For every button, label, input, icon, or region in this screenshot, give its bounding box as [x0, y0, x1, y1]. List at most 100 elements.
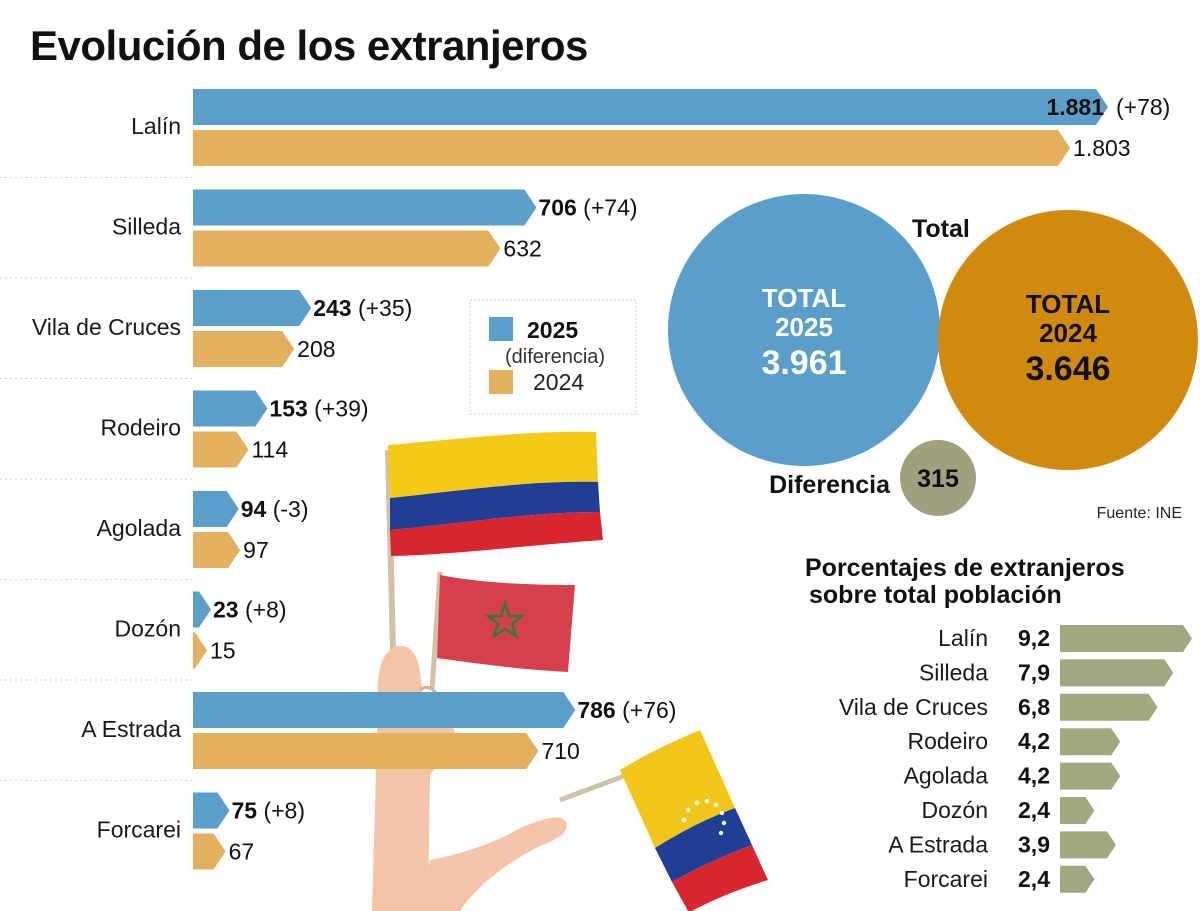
diff-label: (+76) [616, 697, 677, 723]
bar-2024 [193, 230, 501, 267]
pct-value-label: 6,8 [1018, 694, 1050, 720]
diff-label: (+35) [352, 295, 413, 321]
legend: 2025 (diferencia) 2024 [469, 299, 637, 415]
value-label-2024: 15 [210, 638, 236, 664]
category-label: Vila de Cruces [32, 314, 181, 340]
bar-2025 [193, 89, 1108, 125]
bar-2025 [193, 491, 239, 527]
value-label-2025: 1.881 [1046, 94, 1104, 120]
pct-bar [1060, 728, 1121, 756]
bar-2025 [193, 692, 576, 728]
category-label: Forcarei [97, 817, 181, 843]
diff-label: (+74) [577, 195, 638, 221]
difference-label: Diferencia [769, 471, 891, 499]
bar-2024 [193, 733, 539, 769]
total-2025-label-2: 2025 [775, 312, 833, 342]
value-2025: 23 [213, 597, 239, 623]
value-label-2024: 67 [229, 839, 255, 865]
pct-bar [1060, 865, 1095, 893]
category-label: A Estrada [81, 716, 181, 742]
pct-value-label: 9,2 [1018, 625, 1050, 651]
bar-2024 [193, 632, 207, 669]
pct-bar [1060, 797, 1095, 824]
legend-label-2024: 2024 [533, 369, 584, 395]
pct-chart-title-line-2: sobre total población [809, 581, 1062, 609]
category-label: Agolada [97, 515, 182, 541]
totals-panel: Total TOTAL 2025 3.961 TOTAL 2024 3.646 … [668, 194, 1198, 522]
bar-2025 [193, 591, 211, 628]
value-label-2024: 1.803 [1073, 135, 1131, 161]
value-2025: 243 [313, 295, 351, 321]
legend-swatch-2025 [489, 317, 513, 341]
difference-value: 315 [917, 465, 959, 493]
diff-label: (+39) [308, 396, 369, 422]
value-2025: 706 [538, 195, 576, 221]
value-label-2025: 706 (+74) [538, 195, 637, 221]
bar-2024 [193, 331, 295, 367]
pct-category-label: Forcarei [904, 866, 988, 892]
value-2025: 153 [269, 396, 307, 422]
pct-category-label: Agolada [904, 763, 989, 789]
value-label-2025: 786 (+76) [577, 697, 676, 723]
total-2024-label-2: 2024 [1039, 318, 1097, 348]
colombia-flag-icon [388, 431, 603, 556]
pct-category-label: Silleda [919, 659, 988, 685]
venezuela-flag-icon [620, 730, 768, 911]
pct-category-label: A Estrada [888, 831, 988, 857]
totals-heading: Total [912, 215, 970, 243]
bar-2024 [193, 532, 241, 568]
total-2024-value: 3.646 [1025, 350, 1110, 388]
value-label-2025: 243 (+35) [313, 295, 412, 321]
bar-2025 [193, 792, 230, 829]
value-label-2025: 75 (+8) [231, 798, 305, 824]
flags-illustration [372, 431, 768, 911]
pct-value-label: 4,2 [1018, 728, 1050, 754]
bar-2025 [193, 290, 312, 326]
pct-bar [1060, 831, 1116, 859]
category-label: Silleda [112, 214, 181, 240]
total-2025-value: 3.961 [761, 344, 846, 382]
pct-value-label: 2,4 [1018, 797, 1050, 823]
pct-bar [1060, 625, 1192, 652]
value-label-2024: 208 [297, 336, 335, 362]
total-2024-label-1: TOTAL [1026, 289, 1110, 319]
bar-2025 [193, 390, 268, 427]
diff-label: (+8) [257, 798, 305, 824]
total-2025-circle [668, 194, 940, 466]
pct-category-label: Rodeiro [907, 728, 988, 754]
value-label-2024: 710 [541, 738, 579, 764]
value-2025: 75 [231, 798, 257, 824]
pct-category-label: Dozón [922, 797, 988, 823]
morocco-flag-pole [429, 571, 443, 691]
difference-circle [900, 440, 976, 516]
morocco-flag-icon [437, 575, 575, 672]
page-title: Evolución de los extranjeros [30, 22, 588, 69]
pct-bar [1060, 762, 1121, 790]
source-note: Fuente: INE [1097, 505, 1182, 522]
category-label: Lalín [131, 113, 181, 139]
category-label: Dozón [115, 616, 181, 642]
value-label-2024: 114 [251, 437, 288, 463]
value-2025: 94 [241, 496, 267, 522]
value-label-2025: 94 (-3) [241, 496, 309, 522]
bar-2025 [193, 189, 537, 226]
pct-chart-title-line-1: Porcentajes de extranjeros [805, 554, 1125, 582]
value-label-2024: 97 [243, 537, 269, 563]
pct-bar [1060, 659, 1174, 687]
pct-value-label: 4,2 [1018, 763, 1050, 789]
value-label-2024: 632 [503, 236, 541, 262]
total-2024-circle [938, 210, 1198, 470]
legend-note-2025: (diferencia) [505, 346, 605, 368]
bar-2024 [193, 833, 226, 870]
diff-label: (+8) [239, 597, 287, 623]
bar-2024 [193, 130, 1071, 166]
diff-label: (-3) [266, 496, 308, 522]
bar-2024 [193, 431, 249, 468]
value-2025: 786 [577, 697, 615, 723]
pct-category-label: Lalín [938, 625, 988, 651]
value-2025: 1.881 [1046, 94, 1104, 120]
pct-category-label: Vila de Cruces [839, 694, 988, 720]
value-label-2025: 153 (+39) [269, 396, 368, 422]
category-label: Rodeiro [100, 415, 181, 441]
